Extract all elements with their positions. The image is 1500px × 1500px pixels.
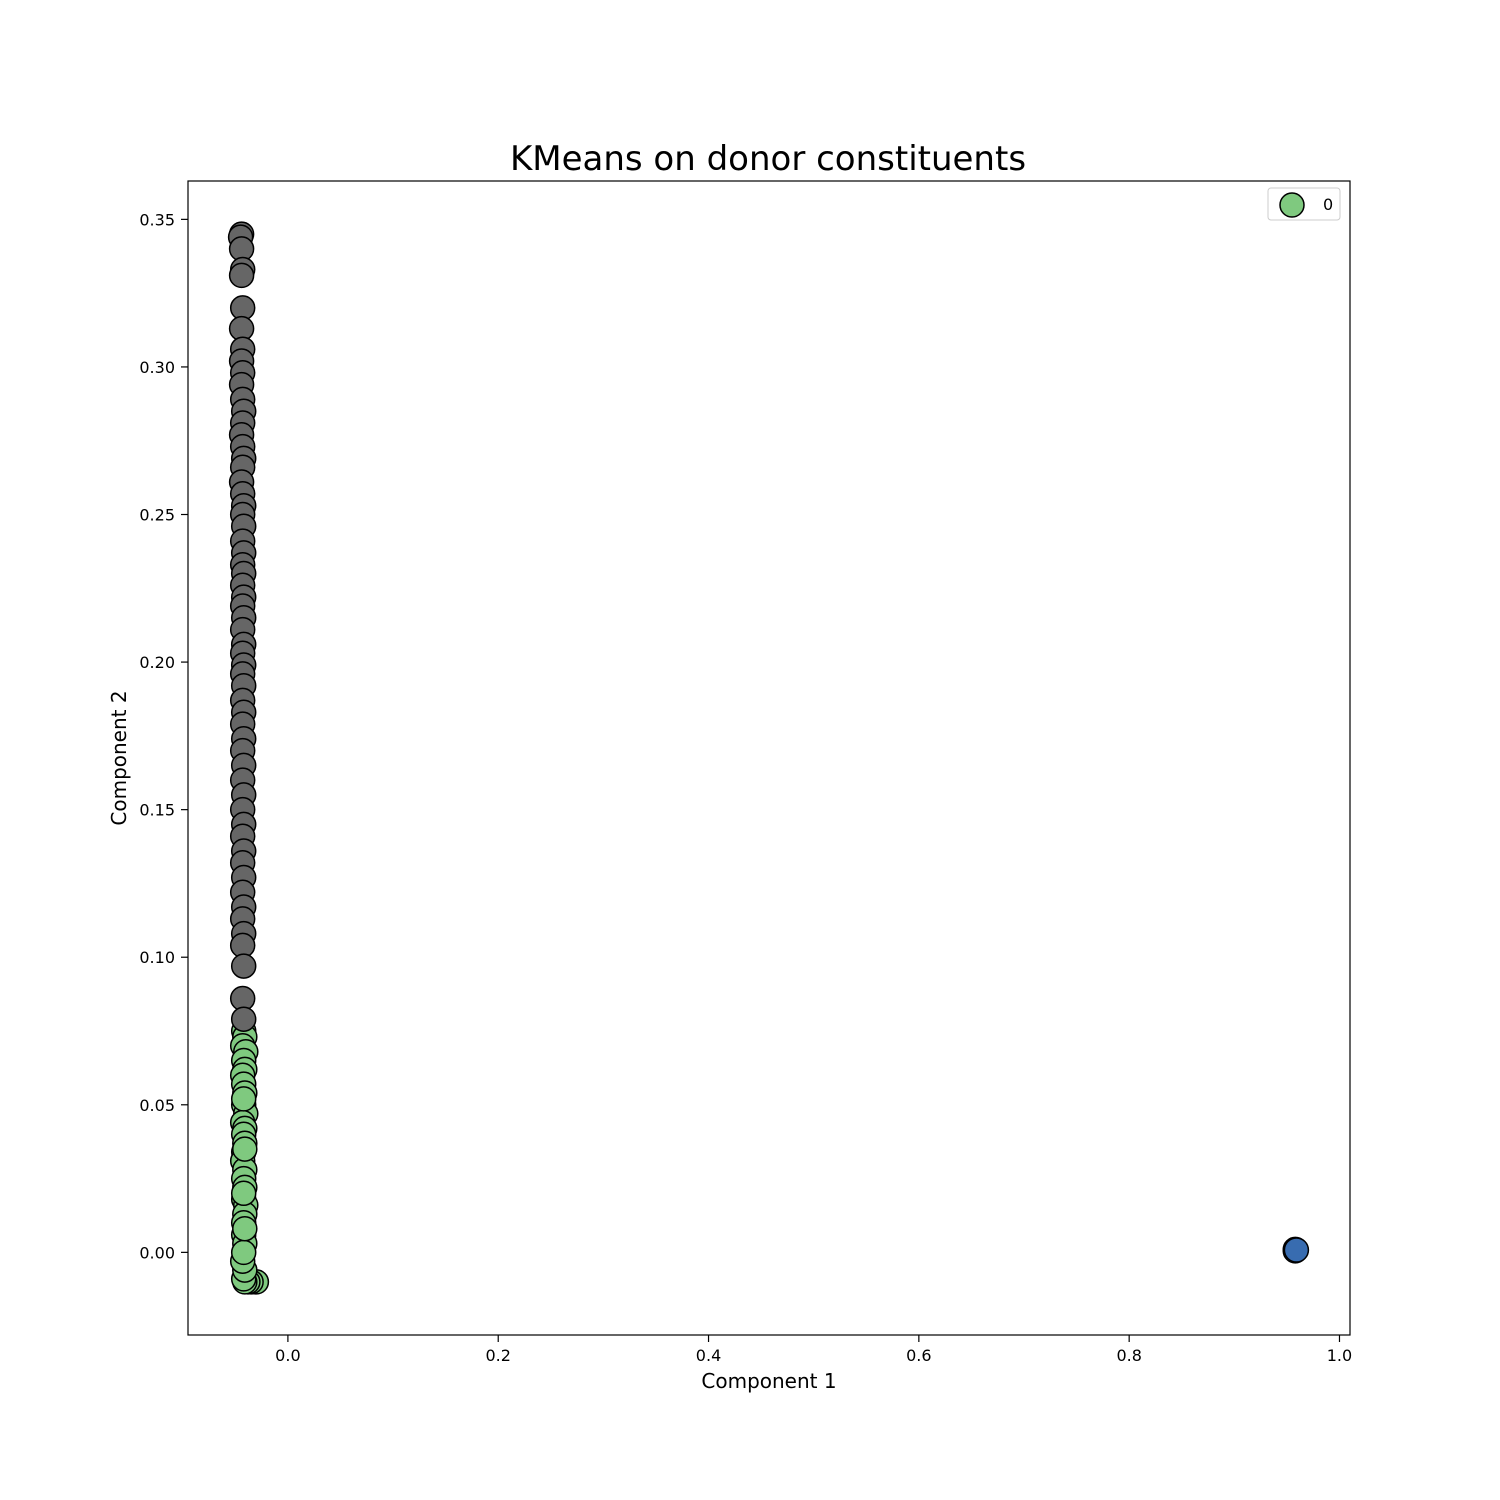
y-tick-label: 0.20 xyxy=(139,653,175,672)
y-axis-ticks: 0.00 0.05 0.10 0.15 0.20 0.25 0.30 0.35 xyxy=(139,210,188,1262)
x-tick-label: 0.6 xyxy=(906,1346,931,1365)
data-point-series-0 xyxy=(232,1136,258,1162)
data-points xyxy=(227,221,1310,1295)
y-tick-label: 0.00 xyxy=(139,1243,175,1262)
plot-frame xyxy=(187,180,1351,1336)
data-point-series-2 xyxy=(1283,1237,1310,1263)
data-point-series-1 xyxy=(230,1006,257,1032)
legend-label: 0 xyxy=(1323,195,1333,214)
y-tick-label: 0.15 xyxy=(139,801,175,820)
data-point-series-0 xyxy=(230,1180,257,1207)
x-tick-label: 0.4 xyxy=(696,1346,721,1365)
y-tick-label: 0.05 xyxy=(139,1096,175,1115)
y-tick-label: 0.10 xyxy=(139,948,175,967)
x-tick-label: 0.0 xyxy=(275,1346,300,1365)
y-tick-label: 0.25 xyxy=(139,506,175,525)
data-point-series-0 xyxy=(230,1239,257,1266)
x-axis-ticks: 0.0 0.2 0.4 0.6 0.8 1.0 xyxy=(275,1335,1352,1365)
x-tick-label: 0.8 xyxy=(1116,1346,1141,1365)
y-axis-label: Component 2 xyxy=(107,690,131,825)
data-point-series-1 xyxy=(228,262,255,289)
y-tick-label: 0.30 xyxy=(139,358,175,377)
chart-title: KMeans on donor constituents xyxy=(510,139,1026,179)
legend-marker xyxy=(1279,192,1305,218)
y-tick-label: 0.35 xyxy=(139,210,175,229)
legend: 0 xyxy=(1267,187,1341,221)
data-point-series-0 xyxy=(230,1086,257,1112)
data-point-series-1 xyxy=(230,953,257,979)
x-axis-label: Component 1 xyxy=(701,1369,836,1393)
data-point-series-0 xyxy=(232,1215,258,1242)
x-tick-label: 0.2 xyxy=(485,1346,510,1365)
x-tick-label: 1.0 xyxy=(1327,1346,1352,1365)
